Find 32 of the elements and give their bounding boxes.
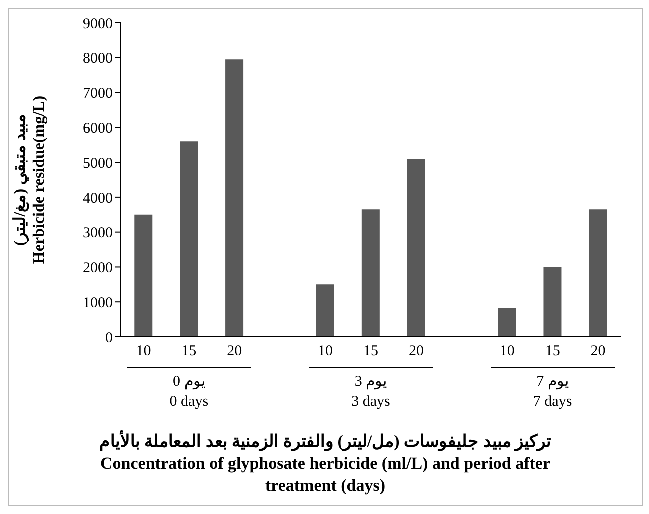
y-tick-label: 5000 bbox=[83, 156, 113, 172]
bar bbox=[362, 210, 380, 337]
x-tick-label: 15 bbox=[182, 344, 197, 360]
bar bbox=[180, 142, 198, 337]
text: 0 يوم 0 days bbox=[127, 367, 252, 412]
y-tick-label: 4000 bbox=[83, 190, 113, 207]
x-tick-label: 15 bbox=[545, 344, 560, 360]
y-tick-label: 9000 bbox=[83, 16, 113, 32]
bar bbox=[589, 210, 608, 337]
bar bbox=[407, 159, 426, 337]
bar bbox=[226, 60, 244, 337]
y-tick-label: 7000 bbox=[83, 86, 113, 102]
y-tick-label: 1000 bbox=[83, 295, 113, 312]
x-tick-label: 20 bbox=[227, 344, 242, 360]
text: 7 يوم 7 days bbox=[490, 367, 615, 412]
x-tick-label: 10 bbox=[500, 344, 515, 360]
y-tick-label: 2000 bbox=[83, 260, 113, 277]
y-tick-label: 3000 bbox=[83, 226, 113, 242]
x-tick-label: 10 bbox=[318, 344, 334, 360]
text: 3 يوم 3 days bbox=[308, 367, 434, 412]
x-tick-label: 20 bbox=[408, 344, 424, 360]
y-tick-label: 0 bbox=[106, 330, 113, 346]
x-tick-label: 15 bbox=[364, 344, 378, 360]
bar bbox=[134, 214, 153, 337]
x-tick-label: 10 bbox=[136, 344, 152, 360]
bar bbox=[316, 284, 334, 337]
y-tick-label: 8000 bbox=[83, 51, 113, 68]
y-tick-label: 6000 bbox=[83, 120, 113, 137]
bar bbox=[544, 267, 562, 337]
x-axis-title: تركيز مبيد جليفوسات (مل/ليتر) والفترة الزمنية بعد المعاملة بالأيام Concentration of glyphosate herbicide (ml/L) and period after treatment (days) bbox=[98, 431, 553, 497]
bar bbox=[498, 308, 516, 337]
x-tick-label: 20 bbox=[590, 344, 606, 360]
